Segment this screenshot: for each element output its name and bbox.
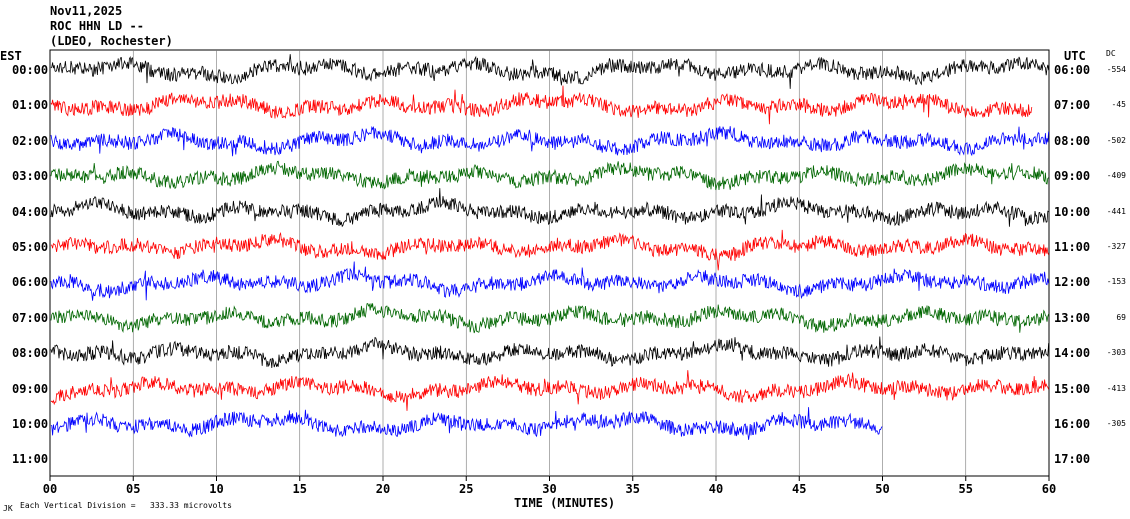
est-hour-label: 11:00 (12, 452, 49, 467)
left-timezone-label: EST (0, 49, 22, 63)
station-label: ROC HHN LD -- (50, 19, 144, 33)
dc-offset-label: -441 (1106, 206, 1126, 216)
x-tick-label: 05 (126, 482, 140, 496)
x-tick-label: 15 (293, 482, 307, 496)
dc-offset-label: -45 (1111, 100, 1126, 110)
utc-hour-label: 09:00 (1054, 169, 1091, 184)
utc-hour-label: 12:00 (1054, 275, 1091, 290)
est-hour-label: 01:00 (12, 98, 49, 113)
utc-hour-label: 06:00 (1054, 63, 1091, 77)
dc-offset-label: -502 (1106, 135, 1126, 145)
est-hour-label: 05:00 (12, 240, 49, 254)
trace-0700 (50, 303, 1049, 334)
utc-hour-label: 16:00 (1054, 417, 1091, 431)
x-tick-label: 55 (959, 482, 973, 496)
x-tick-label: 30 (542, 482, 556, 496)
est-hour-label: 00:00 (12, 63, 49, 77)
x-tick-label: 60 (1042, 482, 1056, 496)
est-hour-label: 10:00 (12, 417, 49, 431)
dc-offset-label: -413 (1106, 383, 1126, 393)
x-tick-label: 00 (43, 482, 57, 496)
x-tick-label: 40 (709, 482, 723, 496)
est-hour-label: 04:00 (12, 204, 49, 219)
dc-offset-label: -554 (1106, 65, 1126, 74)
dc-offset-label: -153 (1106, 277, 1126, 287)
utc-hour-label: 11:00 (1054, 240, 1091, 254)
utc-hour-label: 07:00 (1054, 98, 1091, 113)
x-tick-label: 35 (626, 482, 640, 496)
right-timezone-label: UTC (1064, 49, 1086, 63)
trace-0200 (50, 125, 1049, 157)
trace-0500 (50, 229, 1049, 271)
trace-0900 (50, 370, 1049, 411)
trace-0600 (50, 261, 1049, 301)
x-tick-label: 25 (459, 482, 473, 496)
est-hour-label: 07:00 (12, 310, 49, 325)
trace-0400 (50, 188, 1049, 228)
vertical-division-note: Each Vertical Division = 333.33 microvol… (20, 501, 232, 510)
utc-hour-label: 15:00 (1054, 381, 1091, 396)
x-tick-label: 10 (209, 482, 223, 496)
est-hour-label: 02:00 (12, 133, 49, 148)
dc-offset-label: -305 (1106, 419, 1126, 428)
trace-0300 (50, 160, 1049, 191)
x-axis-title: TIME (MINUTES) (514, 496, 616, 510)
utc-hour-label: 08:00 (1054, 133, 1091, 148)
est-hour-label: 06:00 (12, 275, 49, 290)
dc-header-label: DC (1106, 49, 1116, 58)
network-label: (LDEO, Rochester) (50, 34, 173, 48)
x-tick-label: 20 (376, 482, 390, 496)
utc-hour-label: 17:00 (1054, 452, 1091, 467)
utc-hour-label: 10:00 (1054, 204, 1091, 219)
logo-mark: JK (3, 504, 13, 513)
trace-0000 (50, 54, 1049, 89)
utc-hour-label: 13:00 (1054, 310, 1091, 325)
dc-offset-label: 69 (1116, 312, 1126, 322)
trace-0100 (50, 85, 1033, 125)
dc-offset-label: -303 (1106, 348, 1126, 358)
dc-offset-label: -327 (1106, 242, 1126, 251)
x-tick-label: 45 (792, 482, 806, 496)
est-hour-label: 08:00 (12, 346, 49, 361)
dc-offset-label: -409 (1106, 171, 1126, 181)
x-tick-label: 50 (875, 482, 889, 496)
trace-1000 (50, 407, 883, 440)
date-label: Nov11,2025 (50, 4, 123, 18)
est-hour-label: 03:00 (12, 169, 49, 184)
utc-hour-label: 14:00 (1054, 346, 1091, 361)
trace-0800 (50, 336, 1049, 369)
est-hour-label: 09:00 (12, 381, 49, 396)
